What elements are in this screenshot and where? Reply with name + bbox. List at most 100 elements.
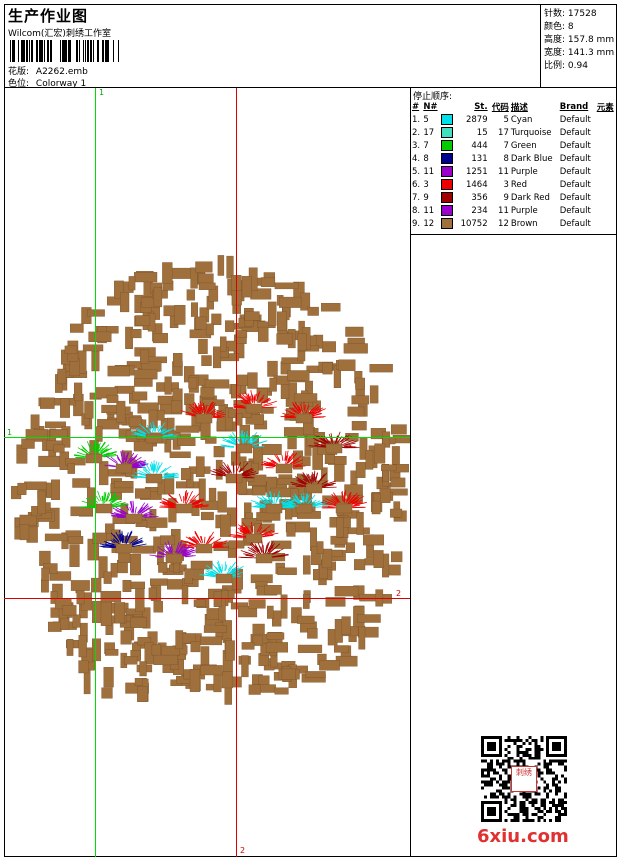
row-needle: 5	[423, 114, 429, 125]
guide-vertical-1	[95, 88, 96, 857]
row-brand: Default	[559, 140, 591, 151]
table-row: 6. 3 1464 3 Red Default	[411, 178, 617, 191]
col-brand: Brand	[559, 101, 589, 112]
color-swatch	[441, 127, 454, 138]
row-element	[596, 191, 617, 204]
row-index: 5.	[412, 166, 421, 177]
color-swatch	[441, 192, 454, 203]
guide-label-h1: 1	[7, 428, 13, 437]
row-needle: 12	[423, 218, 435, 229]
row-swatch	[440, 217, 456, 230]
row-swatch	[440, 113, 456, 126]
row-needle: 9	[423, 192, 429, 203]
guide-horizontal-1	[4, 437, 410, 438]
row-element	[596, 165, 617, 178]
row-index: 3.	[412, 140, 421, 151]
row-description: Purple	[510, 205, 538, 216]
row-brand: Default	[559, 218, 591, 229]
color-swatch	[441, 166, 454, 177]
row-stitches: 10752	[460, 218, 488, 229]
row-swatch	[440, 139, 456, 152]
row-brand: Default	[559, 179, 591, 190]
colorway-value: Colorway 1	[35, 79, 87, 89]
row-description: Dark Red	[510, 192, 550, 203]
row-code: 11	[498, 166, 509, 177]
row-brand: Default	[559, 153, 591, 164]
color-swatch	[441, 218, 454, 229]
colorway-row: 色位: Colorway 1	[8, 76, 86, 89]
stat-height: 高度: 157.8 mm	[544, 35, 615, 45]
col-needle: N#	[423, 101, 438, 112]
row-element	[596, 204, 617, 217]
row-swatch	[440, 165, 456, 178]
row-needle: 17	[423, 127, 435, 138]
row-swatch	[440, 191, 456, 204]
design-value: A2262.emb	[35, 67, 88, 77]
row-brand: Default	[559, 127, 591, 138]
row-swatch	[440, 204, 456, 217]
table-row: 4. 8 131 8 Dark Blue Default	[411, 152, 617, 165]
row-code: 17	[498, 127, 509, 138]
stop-sequence-panel: 停止顺序: # N# St. 代码 描述 Brand 元素 1. 5 2879 5 Cy…	[410, 88, 617, 857]
row-element	[596, 152, 617, 165]
row-brand: Default	[559, 166, 591, 177]
row-code: 3	[503, 179, 509, 190]
row-index: 2.	[412, 127, 421, 138]
stat-colors: 颜色: 8	[544, 22, 574, 32]
row-description: Cyan	[510, 114, 533, 125]
row-element	[596, 217, 617, 230]
qr-stamp: 刺绣	[511, 766, 537, 792]
row-needle: 7	[423, 140, 429, 151]
guide-label-v2: 2	[240, 846, 246, 855]
row-index: 8.	[412, 205, 421, 216]
table-header-row: # N# St. 代码 描述 Brand 元素	[411, 100, 617, 113]
row-swatch	[440, 152, 456, 165]
header: 生产作业图 Wilcom(汇宏)刺绣工作室 花版: A2262.emb 色位: …	[4, 4, 541, 89]
row-element	[596, 178, 617, 191]
design-canvas: 1 1 2 2	[4, 88, 410, 857]
table-row: 1. 5 2879 5 Cyan Default	[411, 113, 617, 126]
design-label: 花版:	[8, 67, 30, 77]
stop-sequence-heading: 停止顺序:	[413, 92, 453, 102]
row-code: 7	[503, 140, 509, 151]
color-swatch	[441, 140, 454, 151]
row-element	[596, 113, 617, 126]
col-swatch	[440, 100, 456, 113]
row-description: Red	[510, 179, 528, 190]
color-swatch	[441, 114, 454, 125]
row-swatch	[440, 178, 456, 191]
row-needle: 11	[423, 205, 435, 216]
row-code: 8	[503, 153, 509, 164]
row-stitches: 234	[471, 205, 488, 216]
guide-label-v1: 1	[99, 88, 105, 97]
row-stitches: 2879	[465, 114, 488, 125]
table-row: 8. 11 234 11 Purple Default	[411, 204, 617, 217]
guide-horizontal-2	[4, 598, 410, 599]
row-swatch	[440, 126, 456, 139]
guide-vertical-2	[236, 88, 237, 857]
row-index: 4.	[412, 153, 421, 164]
row-description: Green	[510, 140, 537, 151]
table-row: 3. 7 444 7 Green Default	[411, 139, 617, 152]
stats-box: 针数: 17528 颜色: 8 高度: 157.8 mm 宽度: 141.3 m…	[541, 4, 617, 88]
row-code: 11	[498, 205, 509, 216]
row-description: Brown	[510, 218, 538, 229]
row-stitches: 356	[471, 192, 488, 203]
stat-scale: 比例: 0.94	[544, 61, 588, 71]
row-stitches: 1464	[465, 179, 488, 190]
barcode	[10, 40, 119, 62]
row-needle: 11	[423, 166, 435, 177]
row-description: Turquoise	[510, 127, 552, 138]
row-brand: Default	[559, 114, 591, 125]
row-brand: Default	[559, 192, 591, 203]
stat-stitches: 针数: 17528	[544, 9, 597, 19]
row-needle: 3	[423, 179, 429, 190]
table-row: 5. 11 1251 11 Purple Default	[411, 165, 617, 178]
studio-name: Wilcom(汇宏)刺绣工作室	[8, 29, 111, 39]
stop-sequence-table: # N# St. 代码 描述 Brand 元素 1. 5 2879 5 Cyan Defa…	[411, 100, 617, 230]
col-index: #	[412, 101, 420, 112]
panel-divider	[411, 234, 617, 235]
qr-code	[481, 736, 567, 822]
col-description: 描述	[510, 102, 528, 113]
table-row: 2. 17 15 17 Turquoise Default	[411, 126, 617, 139]
